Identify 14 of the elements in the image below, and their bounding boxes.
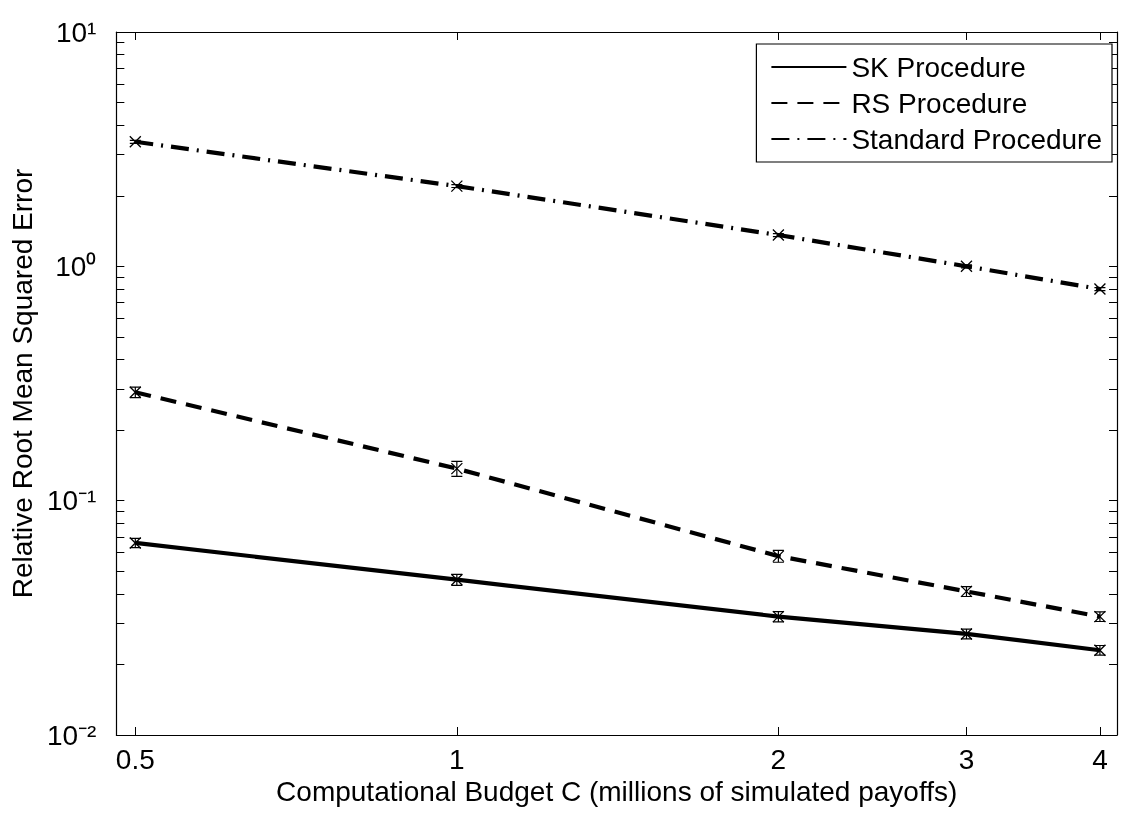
y-tick-label: 10⁻² [46,719,97,751]
y-tick-label: 10⁰ [55,250,97,282]
legend-label: RS Procedure [851,87,1028,119]
legend-label: Standard Procedure [851,123,1102,155]
legend-label: SK Procedure [851,51,1026,83]
x-tick-label: 0.5 [115,743,155,775]
x-tick-label: 4 [1092,743,1108,775]
x-tick-label: 2 [770,743,787,775]
y-axis-title: Relative Root Mean Squared Error [6,168,38,599]
x-tick-label: 1 [449,743,465,775]
y-tick-label: 10¹ [55,16,97,48]
y-tick-label: 10⁻¹ [46,485,97,517]
x-axis-title: Computational Budget C (millions of simulated payoffs) [276,776,958,808]
x-tick-label: 3 [958,743,975,775]
